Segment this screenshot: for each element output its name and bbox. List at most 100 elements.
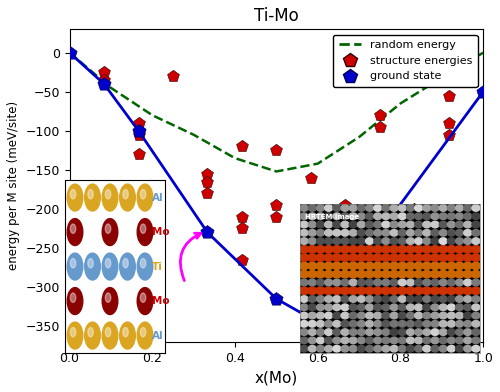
Circle shape — [358, 345, 366, 352]
Circle shape — [398, 213, 406, 220]
Circle shape — [382, 304, 390, 310]
Circle shape — [324, 337, 332, 344]
Circle shape — [472, 287, 480, 294]
Circle shape — [472, 221, 480, 228]
Circle shape — [300, 345, 308, 352]
Circle shape — [472, 213, 480, 220]
Circle shape — [472, 262, 480, 270]
Circle shape — [406, 304, 414, 310]
Circle shape — [324, 312, 332, 319]
Circle shape — [349, 321, 357, 327]
Circle shape — [324, 279, 332, 286]
Circle shape — [398, 238, 406, 244]
Circle shape — [349, 279, 357, 286]
Circle shape — [456, 296, 464, 302]
Circle shape — [316, 345, 324, 352]
Circle shape — [423, 230, 431, 236]
Circle shape — [463, 254, 472, 261]
Text: Mo: Mo — [152, 227, 170, 237]
Circle shape — [430, 262, 440, 270]
Circle shape — [382, 312, 390, 319]
Circle shape — [106, 189, 111, 199]
Point — [204, 178, 212, 185]
Circle shape — [472, 337, 480, 344]
Point — [238, 214, 246, 220]
Circle shape — [300, 246, 308, 253]
Circle shape — [333, 345, 341, 352]
Circle shape — [448, 221, 456, 228]
Circle shape — [406, 279, 414, 286]
Point — [272, 147, 280, 154]
Circle shape — [448, 345, 456, 352]
Circle shape — [366, 321, 374, 327]
Circle shape — [390, 270, 398, 278]
Circle shape — [390, 254, 398, 261]
Circle shape — [341, 279, 349, 286]
Circle shape — [308, 246, 317, 253]
Circle shape — [123, 189, 128, 199]
Circle shape — [341, 329, 349, 336]
Circle shape — [455, 254, 464, 261]
Circle shape — [333, 205, 341, 211]
Circle shape — [406, 287, 415, 294]
Circle shape — [333, 329, 341, 336]
Circle shape — [448, 296, 456, 302]
Circle shape — [448, 312, 456, 319]
Circle shape — [406, 213, 414, 220]
Circle shape — [300, 221, 308, 228]
Circle shape — [308, 221, 316, 228]
Circle shape — [439, 296, 447, 302]
Circle shape — [448, 329, 456, 336]
Circle shape — [456, 213, 464, 220]
Circle shape — [423, 337, 431, 344]
Circle shape — [414, 238, 422, 244]
Circle shape — [365, 262, 374, 270]
Circle shape — [366, 345, 374, 352]
Circle shape — [398, 254, 407, 261]
Circle shape — [374, 345, 382, 352]
Circle shape — [316, 213, 324, 220]
Circle shape — [431, 312, 439, 319]
Circle shape — [456, 238, 464, 244]
Circle shape — [406, 270, 415, 278]
Circle shape — [406, 254, 415, 261]
Circle shape — [414, 221, 422, 228]
Circle shape — [358, 329, 366, 336]
Circle shape — [308, 262, 317, 270]
Circle shape — [358, 279, 366, 286]
Circle shape — [448, 321, 456, 327]
Circle shape — [349, 304, 357, 310]
Circle shape — [300, 238, 308, 244]
Circle shape — [382, 345, 390, 352]
Circle shape — [414, 230, 422, 236]
X-axis label: x(Mo): x(Mo) — [254, 370, 298, 385]
Circle shape — [390, 279, 398, 286]
Circle shape — [382, 287, 390, 294]
Circle shape — [472, 270, 480, 278]
Circle shape — [84, 253, 100, 280]
Circle shape — [464, 279, 471, 286]
Circle shape — [300, 321, 308, 327]
Circle shape — [422, 262, 432, 270]
Legend: random energy, structure energies, ground state: random energy, structure energies, groun… — [333, 35, 478, 87]
Circle shape — [300, 262, 308, 270]
Circle shape — [140, 258, 146, 268]
Circle shape — [358, 337, 366, 344]
Circle shape — [102, 253, 118, 280]
Circle shape — [366, 238, 374, 244]
Circle shape — [382, 296, 390, 302]
Circle shape — [406, 312, 414, 319]
Circle shape — [324, 238, 332, 244]
Circle shape — [137, 184, 153, 211]
Circle shape — [423, 345, 431, 352]
Circle shape — [365, 287, 374, 294]
Circle shape — [102, 322, 118, 349]
Circle shape — [431, 213, 439, 220]
Circle shape — [390, 287, 398, 294]
Circle shape — [366, 312, 374, 319]
Circle shape — [332, 254, 342, 261]
Circle shape — [439, 221, 447, 228]
Circle shape — [406, 321, 414, 327]
Circle shape — [70, 293, 76, 302]
Circle shape — [382, 230, 390, 236]
